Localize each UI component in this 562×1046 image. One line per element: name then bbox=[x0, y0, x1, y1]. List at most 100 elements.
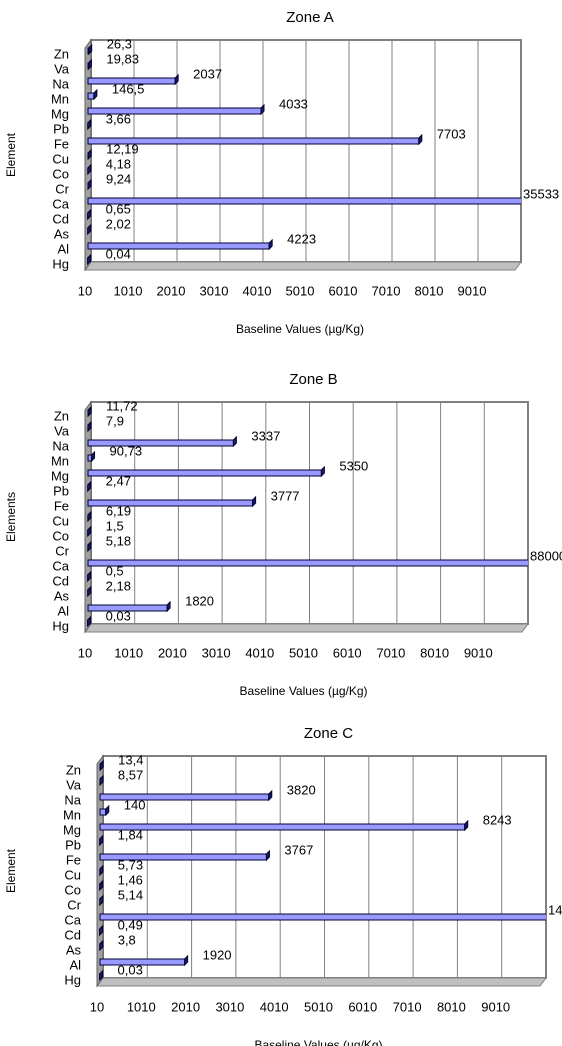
value-label: 4,18 bbox=[106, 156, 131, 171]
x-tick-label: 1010 bbox=[114, 283, 143, 298]
y-tick-label: Co bbox=[52, 166, 69, 181]
y-tick-label: Mn bbox=[51, 453, 69, 468]
bar-end bbox=[87, 118, 92, 131]
y-tick-label: Cu bbox=[64, 867, 81, 882]
bar-end bbox=[99, 924, 104, 937]
x-tick-label: 4010 bbox=[245, 645, 274, 660]
x-tick-label: 7010 bbox=[393, 999, 422, 1014]
y-tick-label: As bbox=[54, 226, 70, 241]
x-tick-label: 10 bbox=[78, 283, 92, 298]
bar bbox=[87, 92, 95, 100]
y-tick-label: Hg bbox=[52, 256, 69, 271]
y-tick-label: Hg bbox=[52, 618, 69, 633]
y-tick-label: Ca bbox=[52, 196, 69, 211]
value-label: 2,18 bbox=[106, 578, 131, 593]
x-tick-label: 1010 bbox=[127, 999, 156, 1014]
y-tick-label: Mn bbox=[51, 91, 69, 106]
bar-end bbox=[87, 58, 92, 71]
y-axis-title: Element bbox=[4, 848, 18, 893]
x-tick-label: 7010 bbox=[376, 645, 405, 660]
bar-end bbox=[87, 163, 92, 176]
x-tick-label: 3010 bbox=[200, 283, 229, 298]
y-tick-label: Mg bbox=[51, 468, 69, 483]
y-tick-label: Zn bbox=[54, 408, 69, 423]
y-tick-label: Ca bbox=[52, 558, 69, 573]
x-axis-title: Baseline Values (µg/Kg) bbox=[239, 684, 367, 698]
value-label: 3,8 bbox=[118, 932, 136, 947]
bar-end bbox=[87, 223, 92, 236]
value-label: 0,65 bbox=[106, 201, 131, 216]
bar bbox=[87, 454, 93, 462]
x-tick-label: 7010 bbox=[372, 283, 401, 298]
value-label: 1,46 bbox=[118, 872, 143, 887]
bar bbox=[99, 823, 466, 831]
y-tick-label: Hg bbox=[64, 972, 81, 987]
value-label: 0,04 bbox=[106, 246, 131, 261]
value-label: 5,18 bbox=[106, 533, 131, 548]
y-tick-label: Va bbox=[66, 777, 82, 792]
x-tick-label: 8010 bbox=[420, 645, 449, 660]
floor bbox=[96, 977, 547, 987]
value-label: 19,83 bbox=[106, 51, 139, 66]
x-tick-label: 9010 bbox=[458, 283, 487, 298]
value-label: 2,47 bbox=[106, 473, 131, 488]
bar-end bbox=[87, 208, 92, 221]
y-tick-label: Cu bbox=[52, 513, 69, 528]
bar-end bbox=[88, 43, 93, 56]
y-tick-label: Al bbox=[69, 957, 81, 972]
x-tick-label: 5010 bbox=[286, 283, 315, 298]
bar-end bbox=[99, 864, 104, 877]
y-tick-label: As bbox=[54, 588, 70, 603]
x-tick-label: 5010 bbox=[304, 999, 333, 1014]
bar bbox=[99, 808, 107, 816]
value-label: 7,9 bbox=[106, 413, 124, 428]
value-label: 1820 bbox=[185, 593, 214, 608]
value-label: 3337 bbox=[251, 428, 280, 443]
chart-title: Zone A bbox=[286, 9, 334, 26]
y-tick-label: Mn bbox=[63, 807, 81, 822]
bar-end bbox=[99, 939, 104, 952]
y-tick-label: Cr bbox=[55, 181, 69, 196]
chart-title: Zone C bbox=[304, 725, 353, 742]
y-tick-label: Cd bbox=[52, 211, 69, 226]
bar-end bbox=[91, 450, 96, 463]
value-label: 5,14 bbox=[118, 887, 143, 902]
y-tick-label: Co bbox=[52, 528, 69, 543]
value-label: 0,49 bbox=[118, 917, 143, 932]
bar-end bbox=[87, 480, 92, 493]
y-axis-title: Elements bbox=[4, 492, 18, 542]
floor bbox=[84, 261, 522, 271]
value-label: 1920 bbox=[203, 947, 232, 962]
x-tick-label: 3010 bbox=[215, 999, 244, 1014]
value-label: 2037 bbox=[193, 66, 222, 81]
bar-end bbox=[87, 570, 92, 583]
bar-end bbox=[232, 435, 237, 448]
bar-end bbox=[464, 819, 469, 832]
value-label: 4223 bbox=[287, 231, 316, 246]
x-tick-label: 4010 bbox=[243, 283, 272, 298]
value-label: 88000 bbox=[530, 548, 562, 563]
x-tick-label: 6010 bbox=[333, 645, 362, 660]
value-label: 90,73 bbox=[110, 443, 143, 458]
y-tick-label: Fe bbox=[54, 136, 69, 151]
bar-end bbox=[87, 420, 92, 433]
value-label: 0,5 bbox=[106, 563, 124, 578]
bar-end bbox=[99, 969, 104, 982]
value-label: 5,73 bbox=[118, 857, 143, 872]
bar-end bbox=[105, 804, 110, 817]
bar-end bbox=[87, 405, 92, 418]
y-tick-label: Fe bbox=[66, 852, 81, 867]
value-label: 0,03 bbox=[118, 962, 143, 977]
bar bbox=[87, 559, 528, 567]
floor bbox=[84, 623, 529, 633]
value-label: 8,57 bbox=[118, 767, 143, 782]
bar-end bbox=[87, 178, 92, 191]
bar-end bbox=[87, 615, 92, 628]
bar-end bbox=[99, 774, 104, 787]
bar-end bbox=[268, 238, 273, 251]
bar-end bbox=[93, 88, 98, 101]
bar-end bbox=[87, 253, 92, 266]
x-tick-label: 4010 bbox=[260, 999, 289, 1014]
